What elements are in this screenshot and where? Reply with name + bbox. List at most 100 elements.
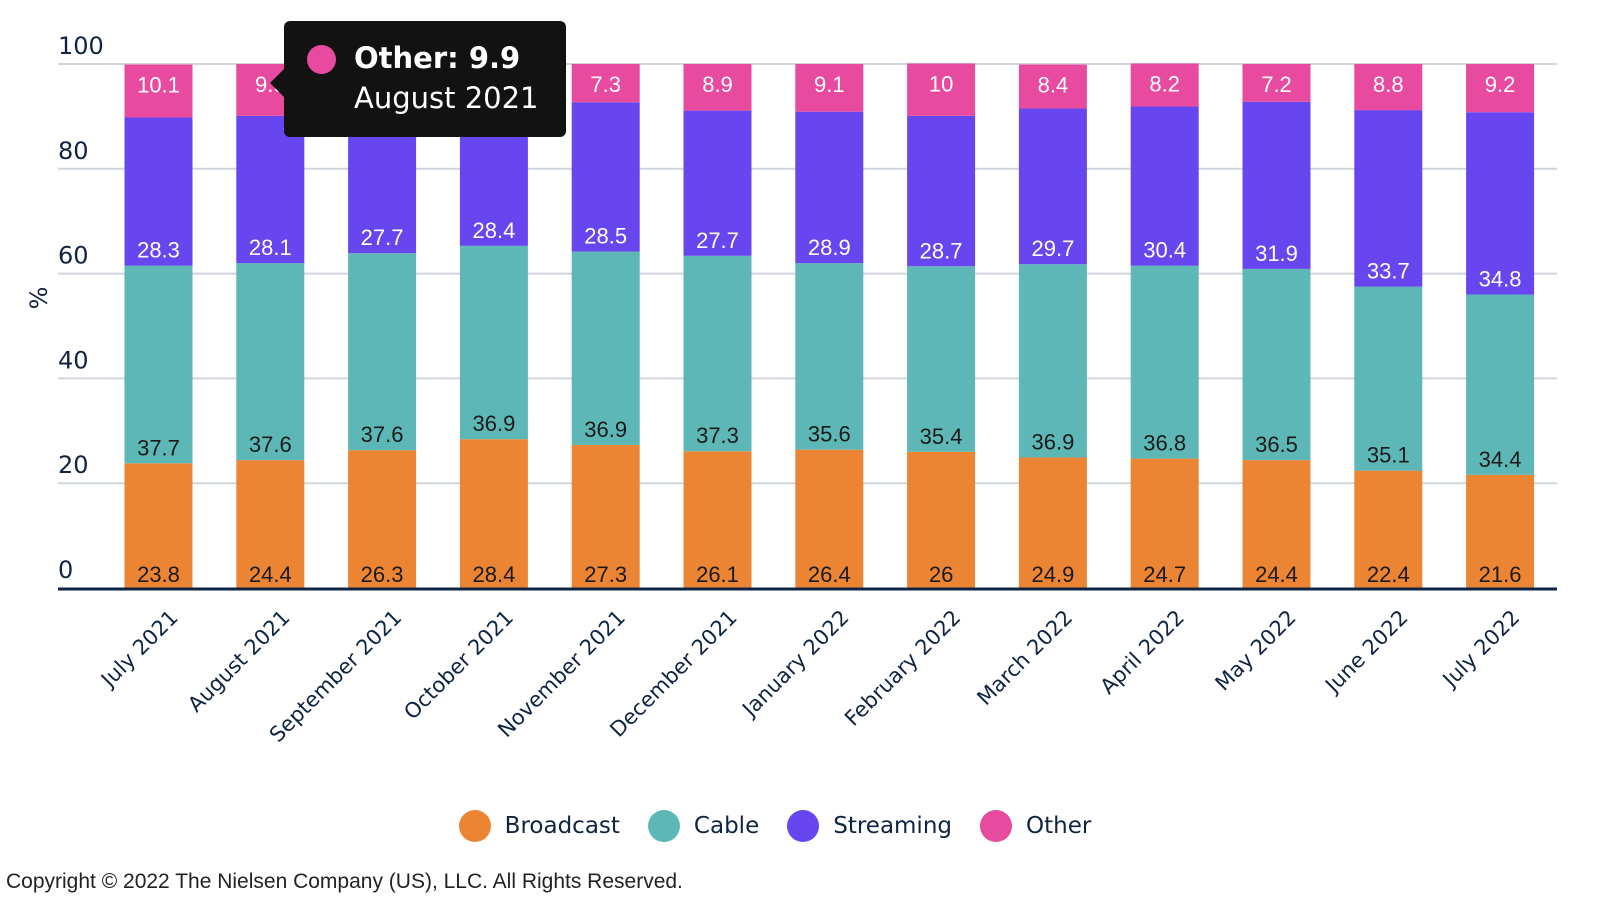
data-label-other: 8.4 [1038, 73, 1069, 98]
y-axis-ticks: 0 20 40 60 80 100 [58, 32, 104, 584]
legend-dot-icon [647, 810, 680, 842]
bar-segment-broadcast[interactable] [1466, 474, 1535, 588]
bar-stack[interactable]: 26.1 37.3 27.7 8.9 [683, 64, 752, 588]
bar-stack[interactable]: 22.4 35.1 33.7 8.8 [1354, 64, 1423, 588]
bar-segment-other[interactable] [795, 64, 864, 112]
bar-stack[interactable]: 24.4 36.5 31.9 7.2 [1242, 64, 1311, 588]
bar-segment-other[interactable] [683, 64, 752, 111]
bar-stack[interactable]: 27.3 36.9 28.5 7.3 [571, 64, 640, 588]
legend-label: Other [1026, 813, 1092, 839]
bar-segment-cable[interactable] [348, 253, 417, 451]
legend-dot-icon [458, 810, 491, 842]
data-label-streaming: 28.5 [584, 224, 627, 249]
bar-segment-broadcast[interactable] [1018, 457, 1087, 588]
bar-segment-other[interactable] [571, 64, 640, 103]
bar-segment-other[interactable] [1354, 64, 1423, 111]
bar-segment-broadcast[interactable] [1242, 460, 1311, 588]
bar-segment-broadcast[interactable] [236, 460, 305, 588]
bar-segment-streaming[interactable] [571, 102, 640, 252]
data-label-other: 7.3 [590, 72, 621, 97]
bar-segment-other[interactable] [907, 63, 976, 116]
bar-segment-other[interactable] [1130, 63, 1199, 107]
data-label-streaming: 31.9 [1255, 241, 1298, 266]
bar-segment-cable[interactable] [907, 266, 976, 452]
bar-stack[interactable]: 24.9 36.9 29.7 8.4 [1018, 64, 1087, 588]
bar-stack[interactable]: 21.6 34.4 34.8 9.2 [1466, 64, 1535, 588]
y-tick-label: 0 [58, 556, 73, 584]
legend-label: Broadcast [504, 813, 620, 839]
data-label-cable: 36.8 [1143, 431, 1186, 456]
bar-stack[interactable]: 23.8 37.7 28.3 10.1 [124, 64, 193, 588]
bar-segment-broadcast[interactable] [795, 449, 864, 588]
tooltip: Other: 9.9 August 2021 [270, 21, 566, 137]
bar-segment-streaming[interactable] [907, 115, 976, 267]
bar-segment-broadcast[interactable] [459, 439, 528, 588]
tooltip-arrow [270, 69, 284, 97]
data-label-cable: 35.6 [808, 422, 851, 447]
data-label-streaming: 28.7 [920, 238, 963, 263]
bar-stack[interactable]: 26.4 35.6 28.9 9.1 [795, 64, 864, 588]
bar-segment-streaming[interactable] [1466, 112, 1535, 295]
bar-segment-streaming[interactable] [124, 117, 193, 266]
bar-segment-broadcast[interactable] [1354, 470, 1423, 588]
stacked-bar-chart: 0 20 40 60 80 100 % 23.8 37.7 28.3 10.1 24.4 37.6 2… [25, 32, 1557, 747]
bar-stack[interactable]: 24.7 36.8 30.4 8.2 [1130, 63, 1199, 588]
bar-segment-broadcast[interactable] [907, 451, 976, 588]
bar-stack[interactable]: 26.337.627.78.4 [348, 64, 417, 588]
bar-segment-cable[interactable] [1018, 264, 1087, 458]
legend-item-streaming[interactable]: Streaming [787, 810, 952, 842]
bar-segment-streaming[interactable] [236, 115, 305, 264]
bar-segment-other[interactable] [1466, 64, 1535, 113]
data-label-other: 10.1 [137, 73, 180, 98]
bar-segment-streaming[interactable] [1354, 110, 1423, 287]
bar-segment-cable[interactable] [124, 265, 193, 464]
data-label-streaming: 28.1 [249, 235, 292, 260]
bar-segment-broadcast[interactable] [124, 463, 193, 588]
bar-stack[interactable]: 28.436.928.47.3 [459, 58, 528, 588]
bar-segment-cable[interactable] [236, 263, 305, 461]
copyright-text: Copyright © 2022 The Nielsen Company (US… [6, 870, 683, 893]
data-label-streaming: 28.3 [137, 238, 180, 263]
bar-segment-broadcast[interactable] [348, 450, 417, 588]
x-tick-label: April 2022 [1096, 605, 1189, 698]
bar-segment-cable[interactable] [1242, 268, 1311, 461]
bar-segment-other[interactable] [1018, 64, 1087, 109]
x-tick-label: July 2021 [95, 605, 183, 693]
y-tick-label: 20 [58, 451, 89, 479]
data-label-broadcast: 21.6 [1479, 562, 1522, 587]
data-label-broadcast: 26 [929, 562, 953, 587]
bars: 23.837.728.310.124.437.628.19.926.337.62… [124, 58, 1535, 588]
bar-segment-cable[interactable] [1354, 286, 1423, 471]
x-tick-label: March 2022 [972, 605, 1077, 710]
legend-label: Streaming [833, 813, 953, 839]
bar-segment-cable[interactable] [459, 245, 528, 440]
bar-segment-other[interactable] [124, 64, 193, 118]
legend-item-broadcast[interactable]: Broadcast [458, 810, 620, 842]
bar-segment-streaming[interactable] [683, 110, 752, 256]
bar-segment-cable[interactable] [1466, 294, 1535, 475]
bar-segment-cable[interactable] [1130, 265, 1199, 459]
bar-segment-streaming[interactable] [795, 111, 864, 264]
bar-segment-streaming[interactable] [1130, 106, 1199, 266]
bar-segment-broadcast[interactable] [683, 451, 752, 588]
data-label-broadcast: 24.9 [1031, 562, 1074, 587]
tooltip-subtitle: August 2021 [354, 81, 539, 115]
bar-segment-cable[interactable] [683, 255, 752, 452]
legend-item-other[interactable]: Other [980, 810, 1091, 842]
bar-stack[interactable]: 24.437.628.19.9 [236, 64, 305, 588]
bar-segment-cable[interactable] [795, 263, 864, 450]
bar-segment-cable[interactable] [571, 251, 640, 445]
bar-segment-streaming[interactable] [1018, 108, 1087, 265]
data-label-other: 7.2 [1261, 72, 1292, 97]
bar-segment-broadcast[interactable] [1130, 458, 1199, 588]
bar-segment-other[interactable] [1242, 64, 1311, 102]
bar-segment-broadcast[interactable] [571, 444, 640, 588]
bar-stack[interactable]: 26 35.4 28.7 10 [907, 63, 976, 588]
legend-item-cable[interactable]: Cable [647, 810, 759, 842]
data-label-streaming: 27.7 [696, 228, 739, 253]
data-label-cable: 36.9 [584, 417, 627, 442]
bar-segment-streaming[interactable] [1242, 101, 1311, 269]
y-axis-label: % [25, 287, 53, 310]
y-tick-label: 80 [58, 137, 89, 165]
data-label-streaming: 28.9 [808, 235, 851, 260]
